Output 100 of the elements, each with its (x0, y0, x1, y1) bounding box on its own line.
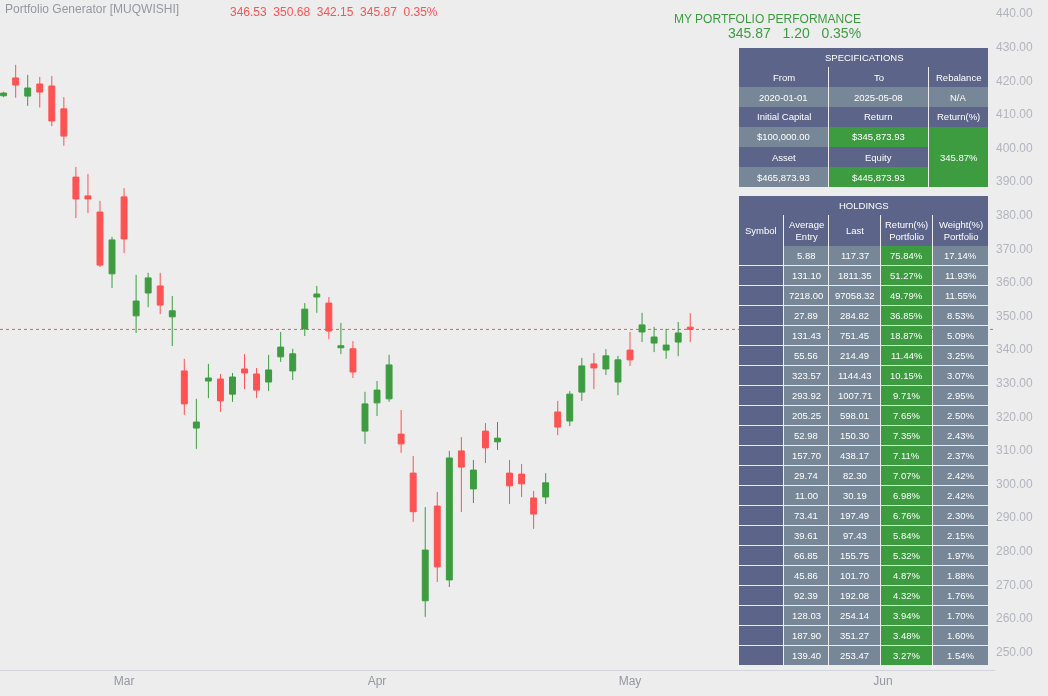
annotation: SPECIFICATIONS (825, 52, 904, 63)
annotation: 2.30% (947, 510, 975, 521)
annotation: 205.25 (792, 410, 822, 421)
annotation: 8.53% (947, 310, 975, 321)
annotation: 101.70 (840, 570, 870, 581)
annotation: 1.88% (947, 570, 975, 581)
annotation: 36.85% (890, 310, 923, 321)
annotation: 128.03 (792, 610, 822, 621)
y-tick-label: 400.00 (996, 140, 1034, 155)
annotation: 7.07% (893, 470, 921, 481)
annotation: 2.95% (947, 390, 975, 401)
annotation: 49.79% (890, 290, 923, 301)
y-tick-label: 300.00 (996, 476, 1034, 491)
annotation: 2.43% (947, 430, 975, 441)
annotation: 11.55% (945, 290, 978, 301)
annotation: To (874, 72, 885, 83)
annotation: 131.10 (792, 270, 822, 281)
y-tick-label: 340.00 (996, 342, 1034, 357)
x-tick-label: May (618, 674, 642, 689)
y-tick-label: 280.00 (996, 543, 1034, 558)
annotation: 51.27% (890, 270, 923, 281)
annotation: 10.15% (890, 370, 923, 381)
annotation: 351.27 (840, 630, 870, 641)
annotation: 5.88 (797, 250, 816, 261)
y-tick-label: 370.00 (996, 241, 1034, 256)
y-tick-label: 410.00 (996, 107, 1034, 122)
annotation: 82.30 (843, 470, 867, 481)
annotation: 1.76% (947, 590, 975, 601)
annotation: 11.00 (795, 490, 819, 501)
annotation: 97.43 (843, 530, 867, 541)
annotation: 157.70 (792, 450, 822, 461)
annotation: 214.49 (840, 350, 870, 361)
annotation: 3.94% (893, 610, 921, 621)
annotation: 323.57 (792, 370, 822, 381)
annotation: Initial Capital (757, 111, 812, 122)
x-tick-label: Mar (113, 674, 135, 689)
annotation: 30.19 (843, 490, 867, 501)
annotation: 155.75 (840, 550, 870, 561)
annotation: $100,000.00 (757, 131, 810, 142)
annotation: 17.14% (944, 250, 977, 261)
annotation: 2.50% (947, 410, 975, 421)
annotation: 92.39 (794, 590, 818, 601)
annotation: 345.87% (940, 152, 979, 163)
annotation: 1.54% (947, 650, 975, 661)
annotation: 52.98 (794, 430, 818, 441)
annotation: 139.40 (792, 650, 822, 661)
text: MY PORTFOLIO PERFORMANCE (674, 12, 861, 26)
chart-title: Portfolio Generator [MUQWISHI] (5, 2, 180, 17)
y-tick-label: 430.00 (996, 39, 1034, 54)
annotation: 253.47 (840, 650, 870, 661)
annotation: 7.35% (893, 430, 921, 441)
annotation: Asset (772, 152, 797, 163)
y-tick-label: 380.00 (996, 207, 1034, 222)
y-tick-label: 440.00 (996, 6, 1034, 21)
annotation: 2.42% (947, 490, 975, 501)
annotation: 438.17 (840, 450, 870, 461)
annotation: 1144.43 (838, 370, 872, 381)
y-tick-label: 260.00 (996, 611, 1034, 626)
annotation: 18.87% (890, 330, 923, 341)
annotation: 1.60% (947, 630, 975, 641)
annotation: 117.37 (841, 250, 870, 261)
annotation: 4.32% (893, 590, 921, 601)
annotation: 75.84% (890, 250, 923, 261)
y-tick-label: 390.00 (996, 174, 1034, 189)
annotation: Return(%) (937, 111, 981, 122)
annotation: 131.43 (792, 330, 822, 341)
annotation: 39.61 (794, 530, 818, 541)
annotation: 5.32% (893, 550, 921, 561)
annotation: 192.08 (840, 590, 870, 601)
annotation: 66.85 (794, 550, 818, 561)
annotation: 1811.35 (838, 270, 872, 281)
annotation: 4.87% (893, 570, 921, 581)
annotation: 3.07% (947, 370, 975, 381)
annotation: N/A (950, 92, 967, 103)
annotation: 45.86 (794, 570, 818, 581)
chart-subtitle: 346.53 350.68 342.15 345.87 0.35% (230, 5, 438, 19)
annotation: 6.76% (893, 510, 921, 521)
annotation: 55.56 (794, 350, 818, 361)
annotation: 27.89 (794, 310, 818, 321)
annotation: 11.44% (891, 350, 924, 361)
y-tick-label: 320.00 (996, 409, 1034, 424)
annotation: 73.41 (794, 510, 818, 521)
y-tick-label: 420.00 (996, 73, 1034, 88)
y-tick-label: 270.00 (996, 577, 1034, 592)
y-tick-label: 290.00 (996, 510, 1034, 525)
annotation: 7.65% (893, 410, 921, 421)
annotation: 2.37% (947, 450, 975, 461)
annotation: 598.01 (840, 410, 870, 421)
annotation: $465,873.93 (757, 172, 810, 183)
annotation: 751.45 (840, 330, 870, 341)
annotation: 1.97% (947, 550, 975, 561)
annotation: Weight(%) Portfolio (939, 219, 984, 243)
annotation: 7218.00 (789, 290, 824, 301)
annotation: 197.49 (840, 510, 870, 521)
annotation: $345,873.93 (852, 131, 905, 142)
annotation: 5.84% (893, 530, 921, 541)
annotation: Last (846, 225, 865, 236)
annotation: From (773, 72, 796, 83)
annotation: 150.30 (840, 430, 870, 441)
annotation: 3.27% (893, 650, 921, 661)
